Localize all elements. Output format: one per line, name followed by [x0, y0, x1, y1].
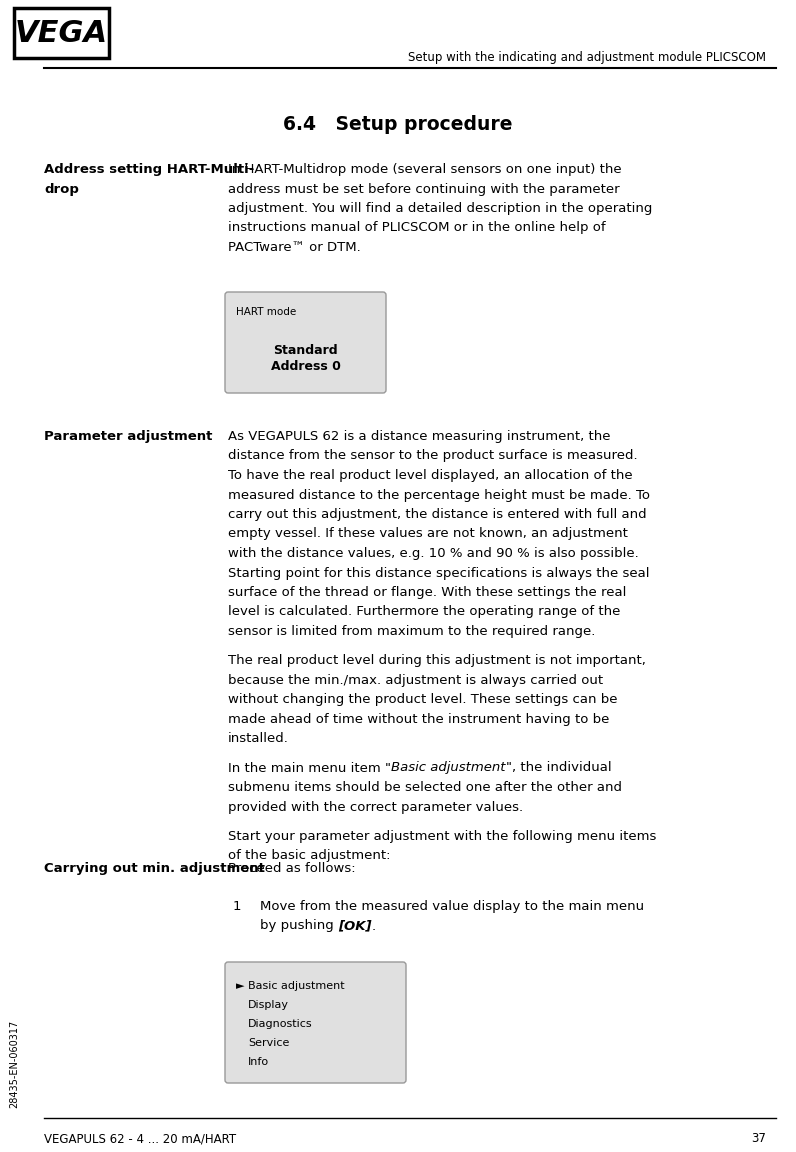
Text: carry out this adjustment, the distance is entered with full and: carry out this adjustment, the distance … [228, 508, 646, 521]
Text: Parameter adjustment: Parameter adjustment [44, 430, 213, 444]
Text: sensor is limited from maximum to the required range.: sensor is limited from maximum to the re… [228, 626, 595, 638]
Text: The real product level during this adjustment is not important,: The real product level during this adjus… [228, 654, 646, 667]
Text: ", the individual: ", the individual [505, 761, 611, 774]
Text: Carrying out min. adjustment: Carrying out min. adjustment [44, 862, 265, 876]
FancyBboxPatch shape [225, 962, 406, 1083]
Text: VEGAPULS 62 - 4 ... 20 mA/HART: VEGAPULS 62 - 4 ... 20 mA/HART [44, 1132, 236, 1145]
Text: Proceed as follows:: Proceed as follows: [228, 862, 356, 876]
Text: Move from the measured value display to the main menu: Move from the measured value display to … [260, 900, 644, 914]
Text: .: . [372, 919, 376, 932]
Text: made ahead of time without the instrument having to be: made ahead of time without the instrumen… [228, 713, 610, 726]
Text: installed.: installed. [228, 733, 289, 745]
Text: VEGA: VEGA [15, 18, 108, 47]
Text: PACTware™ or DTM.: PACTware™ or DTM. [228, 241, 361, 253]
Text: 37: 37 [751, 1132, 766, 1145]
Text: without changing the product level. These settings can be: without changing the product level. Thes… [228, 694, 618, 706]
Text: drop: drop [44, 182, 79, 196]
Text: As VEGAPULS 62 is a distance measuring instrument, the: As VEGAPULS 62 is a distance measuring i… [228, 430, 611, 444]
Text: submenu items should be selected one after the other and: submenu items should be selected one aft… [228, 781, 622, 794]
Text: empty vessel. If these values are not known, an adjustment: empty vessel. If these values are not kn… [228, 528, 628, 540]
Text: ► Basic adjustment: ► Basic adjustment [236, 982, 345, 991]
FancyBboxPatch shape [225, 291, 386, 393]
Text: Setup with the indicating and adjustment module PLICSCOM: Setup with the indicating and adjustment… [408, 52, 766, 65]
Text: To have the real product level displayed, an allocation of the: To have the real product level displayed… [228, 469, 633, 482]
Text: measured distance to the percentage height must be made. To: measured distance to the percentage heig… [228, 488, 650, 501]
Text: with the distance values, e.g. 10 % and 90 % is also possible.: with the distance values, e.g. 10 % and … [228, 547, 638, 560]
Text: level is calculated. Furthermore the operating range of the: level is calculated. Furthermore the ope… [228, 606, 620, 619]
Text: 1: 1 [233, 900, 241, 914]
Text: 28435-EN-060317: 28435-EN-060317 [9, 1020, 19, 1108]
Text: Diagnostics: Diagnostics [248, 1020, 313, 1029]
Text: In HART-Multidrop mode (several sensors on one input) the: In HART-Multidrop mode (several sensors … [228, 162, 622, 176]
Text: by pushing: by pushing [260, 919, 338, 932]
FancyBboxPatch shape [14, 8, 109, 58]
Text: Standard: Standard [273, 343, 338, 357]
Text: instructions manual of PLICSCOM or in the online help of: instructions manual of PLICSCOM or in th… [228, 221, 606, 235]
Text: because the min./max. adjustment is always carried out: because the min./max. adjustment is alwa… [228, 674, 603, 687]
Text: Address setting HART-Multi-: Address setting HART-Multi- [44, 162, 255, 176]
Text: Service: Service [248, 1038, 290, 1048]
Text: address must be set before continuing with the parameter: address must be set before continuing wi… [228, 182, 619, 196]
Text: Starting point for this distance specifications is always the seal: Starting point for this distance specifi… [228, 567, 650, 579]
Text: In the main menu item ": In the main menu item " [228, 761, 391, 774]
Text: surface of the thread or flange. With these settings the real: surface of the thread or flange. With th… [228, 586, 626, 599]
Text: [OK]: [OK] [338, 919, 372, 932]
Text: Address 0: Address 0 [271, 359, 341, 373]
Text: provided with the correct parameter values.: provided with the correct parameter valu… [228, 801, 523, 813]
Text: HART mode: HART mode [236, 306, 296, 317]
Text: distance from the sensor to the product surface is measured.: distance from the sensor to the product … [228, 449, 638, 462]
Text: Start your parameter adjustment with the following menu items: Start your parameter adjustment with the… [228, 829, 657, 843]
Text: of the basic adjustment:: of the basic adjustment: [228, 849, 391, 862]
Text: adjustment. You will find a detailed description in the operating: adjustment. You will find a detailed des… [228, 202, 653, 215]
Text: 6.4   Setup procedure: 6.4 Setup procedure [283, 115, 513, 134]
Text: Basic adjustment: Basic adjustment [391, 761, 505, 774]
Text: Display: Display [248, 1000, 289, 1010]
Text: Info: Info [248, 1058, 269, 1067]
